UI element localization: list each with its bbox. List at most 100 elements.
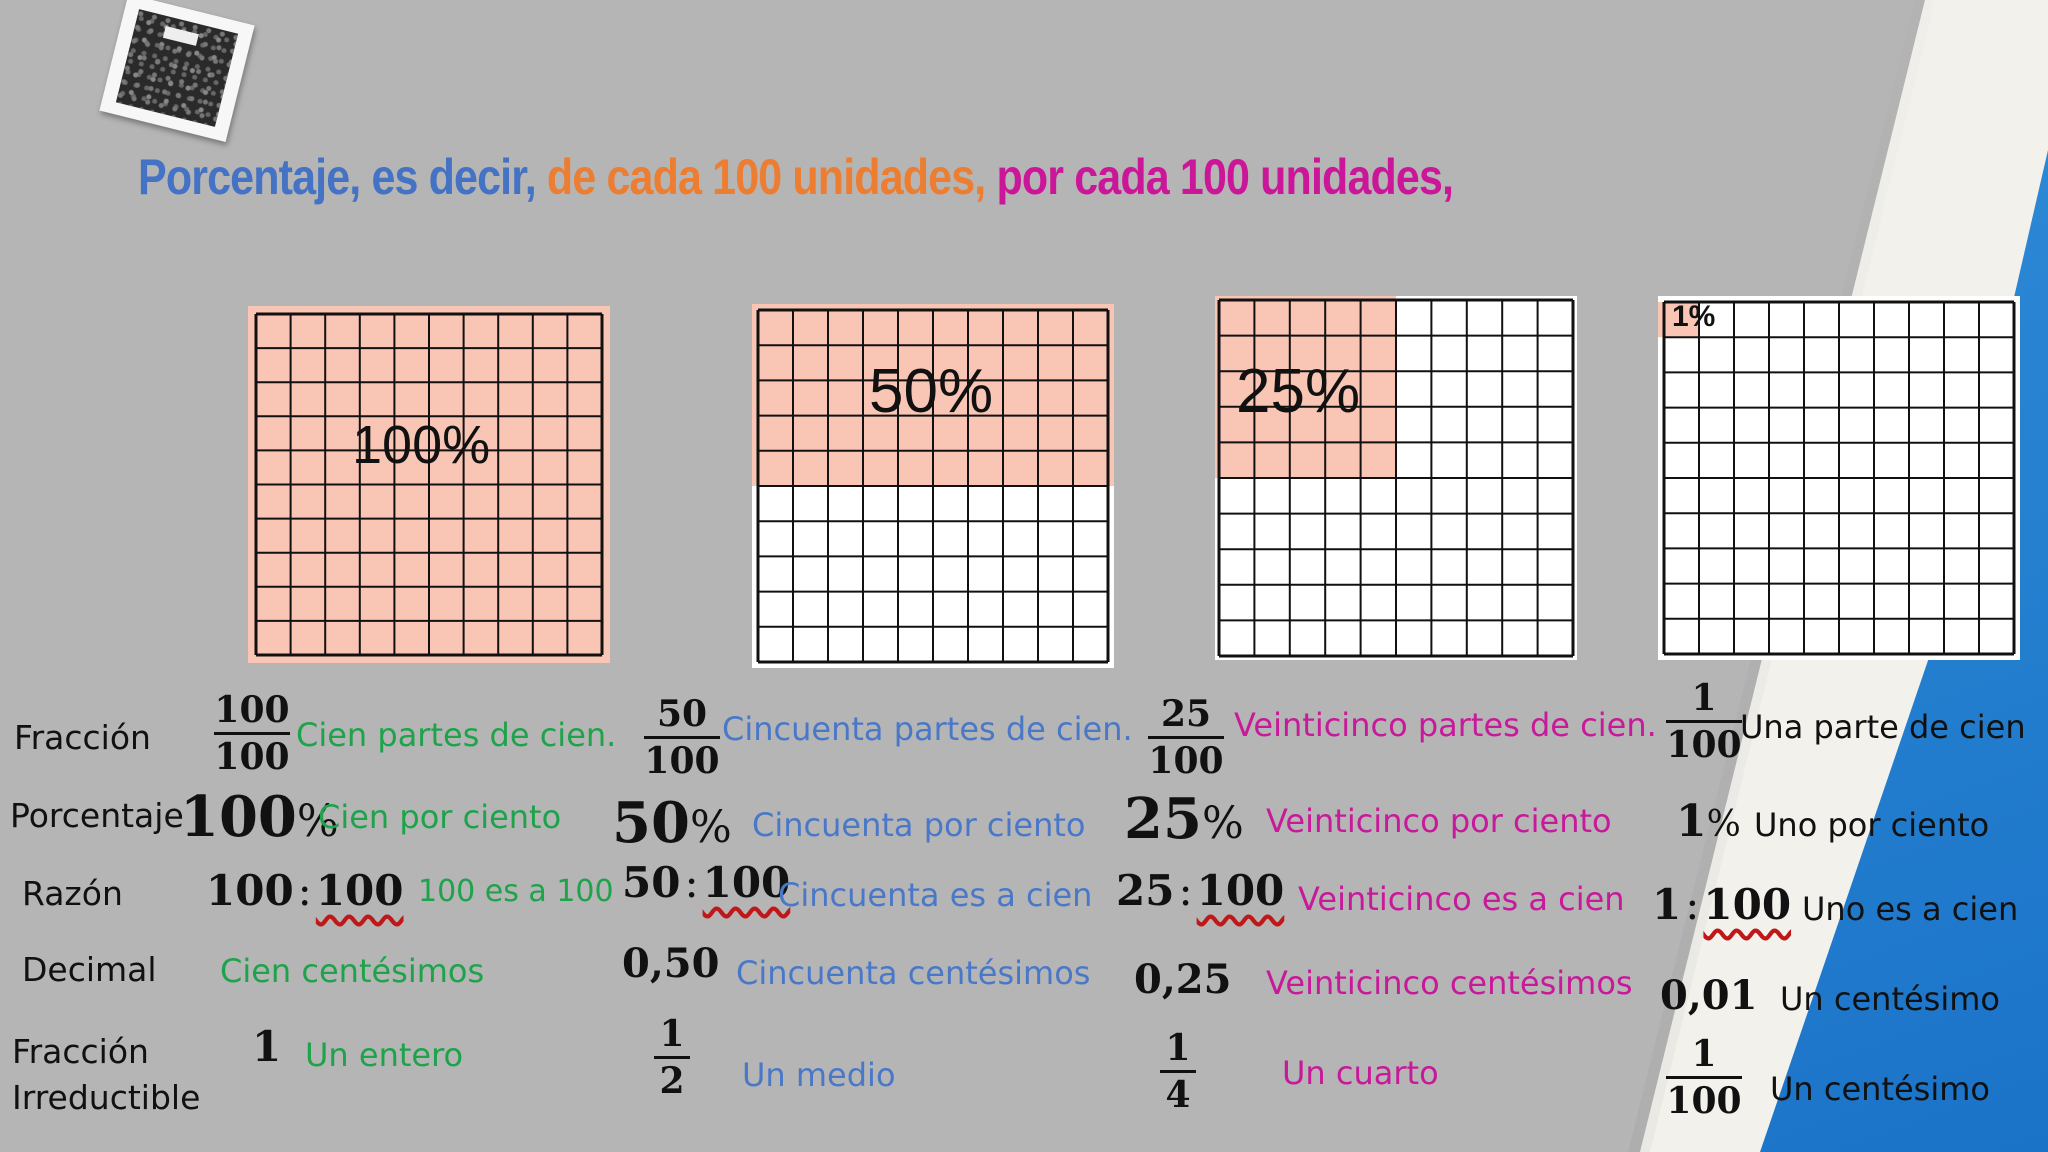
percent-value: 100 <box>180 784 297 850</box>
percent-sign: % <box>1706 804 1741 845</box>
ratio-sep: : <box>1178 866 1193 915</box>
fraction-numerator: 50 <box>656 693 708 735</box>
percent-value: 50 <box>612 790 690 856</box>
ratio-b: 100 <box>702 858 791 907</box>
title-part-1: Porcentaje, es decir, <box>138 149 537 205</box>
fraction-numerator: 1 <box>1691 1033 1717 1075</box>
shaded-area <box>1215 296 1396 478</box>
fraction-numerator: 1 <box>659 1013 685 1055</box>
grid-1-svg <box>1658 296 2020 660</box>
grid-1-percent: 1% <box>1658 296 2020 660</box>
fraction-bar <box>654 1056 690 1059</box>
percent-50: 50% <box>612 790 732 856</box>
fraction-text-50: Cincuenta partes de cien. <box>722 710 1133 748</box>
percent-sign: % <box>1201 798 1244 849</box>
row-label-irreductible-2: Irreductible <box>12 1078 201 1117</box>
grid-50-percent: 50% <box>752 304 1114 668</box>
ratio-a: 100 <box>206 866 294 915</box>
decimal-text-25: Veinticinco centésimos <box>1266 964 1633 1002</box>
decimal-value-25: 0,25 <box>1134 956 1232 1003</box>
grid-100-svg <box>248 306 610 663</box>
decimal-text-50: Cincuenta centésimos <box>736 954 1091 992</box>
percent-value: 25 <box>1124 786 1202 852</box>
grid-1-label: 1% <box>1672 300 1716 333</box>
ratio-sep: : <box>297 866 312 915</box>
ratio-sep: : <box>684 858 699 907</box>
percent-value: 1 <box>1676 796 1707 847</box>
ratio-text-100: 100 es a 100 <box>418 874 614 909</box>
fraction-50-100: 50 100 <box>642 692 722 783</box>
ratio-b: 100 <box>315 866 404 915</box>
grid-50-label: 50% <box>869 357 994 426</box>
ratio-text-50: Cincuenta es a cien <box>778 876 1093 914</box>
fraction-bar <box>1148 736 1224 739</box>
percent-1: 1% <box>1676 796 1741 847</box>
title-part-2: de cada 100 unidades, <box>546 149 986 205</box>
percent-text-100: Cien por ciento <box>318 798 562 836</box>
percent-text-1: Uno por ciento <box>1754 806 1990 844</box>
irreducible-fraction-1-100: 1 100 <box>1664 1032 1744 1123</box>
ratio-50-100: 50:100 <box>622 858 790 907</box>
percent-sign: % <box>296 796 339 847</box>
fraction-denominator: 100 <box>1666 1080 1742 1122</box>
slide-title: Porcentaje, es decir, de cada 100 unidad… <box>138 148 1454 206</box>
fraction-bar <box>1160 1070 1196 1073</box>
ratio-text-1: Uno es a cien <box>1802 890 2019 928</box>
grid-100-label: 100% <box>352 415 491 475</box>
ratio-100-100: 100:100 <box>206 866 404 915</box>
irreducible-text-25: Un cuarto <box>1282 1054 1439 1092</box>
fraction-denominator: 2 <box>659 1060 685 1102</box>
percent-sign: % <box>689 802 732 853</box>
fraction-1-100: 1 100 <box>1664 676 1744 767</box>
fraction-numerator: 25 <box>1160 693 1212 735</box>
decimal-value-50: 0,50 <box>622 940 720 987</box>
notebook-cover <box>115 9 239 127</box>
grid-100-percent: 100% <box>248 306 610 663</box>
fraction-numerator: 1 <box>1165 1027 1191 1069</box>
ratio-text-25: Veinticinco es a cien <box>1298 880 1625 918</box>
title-part-3: por cada 100 unidades, <box>996 149 1454 205</box>
ratio-a: 1 <box>1652 880 1682 929</box>
ratio-a: 50 <box>622 858 681 907</box>
fraction-numerator: 100 <box>214 689 290 731</box>
percent-text-50: Cincuenta por ciento <box>752 806 1086 844</box>
percent-text-25: Veinticinco por ciento <box>1266 802 1612 840</box>
fraction-denominator: 100 <box>644 740 720 782</box>
row-label-fraccion: Fracción <box>14 718 151 757</box>
fraction-text-100: Cien partes de cien. <box>296 716 617 754</box>
fraction-100-100: 100 100 <box>212 688 292 779</box>
decimal-value-1: 0,01 <box>1660 972 1758 1019</box>
fraction-bar <box>644 736 720 739</box>
decimal-text-1: Un centésimo <box>1780 980 2000 1018</box>
fraction-denominator: 4 <box>1165 1074 1191 1116</box>
percent-100: 100% <box>180 784 339 850</box>
notebook-icon <box>99 0 255 142</box>
fraction-denominator: 100 <box>214 736 290 778</box>
grid-25-percent: 25% <box>1215 296 1577 660</box>
row-label-porcentaje: Porcentaje <box>10 796 184 835</box>
ratio-b: 100 <box>1703 880 1792 929</box>
row-label-irreductible-1: Fracción <box>12 1032 149 1071</box>
irreducible-value-1: 1 <box>252 1022 282 1071</box>
ratio-1-100: 1:100 <box>1652 880 1791 929</box>
row-label-decimal: Decimal <box>22 950 157 989</box>
grid-25-label: 25% <box>1236 357 1361 426</box>
fraction-bar <box>214 732 290 735</box>
irreducible-text-100: Un entero <box>305 1036 464 1074</box>
ratio-25-100: 25:100 <box>1116 866 1284 915</box>
fraction-25-100: 25 100 <box>1146 692 1226 783</box>
irreducible-text-50: Un medio <box>742 1056 896 1094</box>
fraction-denominator: 100 <box>1666 724 1742 766</box>
ratio-b: 100 <box>1196 866 1285 915</box>
ratio-sep: : <box>1685 880 1700 929</box>
ratio-a: 25 <box>1116 866 1175 915</box>
decimal-text-100: Cien centésimos <box>220 952 485 990</box>
grid-50-svg <box>752 304 1114 668</box>
fraction-text-25: Veinticinco partes de cien. <box>1234 706 1657 744</box>
irreducible-text-1: Un centésimo <box>1770 1070 1990 1108</box>
row-label-razon: Razón <box>22 874 123 913</box>
fraction-bar <box>1666 720 1742 723</box>
percent-25: 25% <box>1124 786 1244 852</box>
